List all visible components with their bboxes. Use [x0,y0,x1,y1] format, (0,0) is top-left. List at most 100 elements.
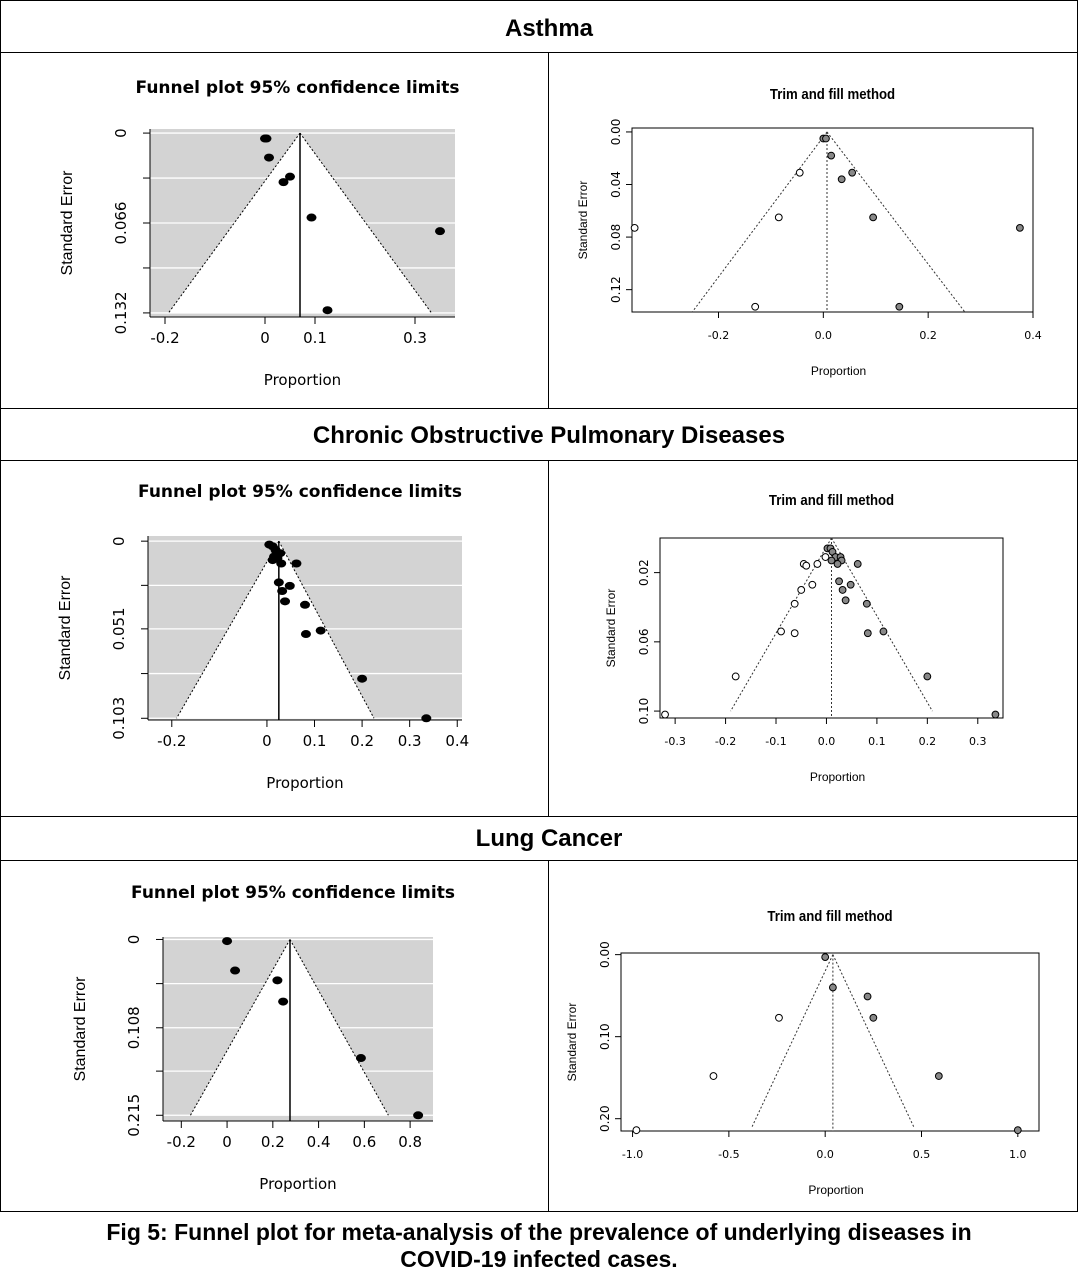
observed-study-point [837,175,846,184]
section-title-asthma: Asthma [505,15,594,42]
observed-study-point [991,710,1000,719]
y-tick-label: 0.00 [609,119,623,146]
observed-study-point [827,556,836,565]
study-point [230,966,241,975]
x-tick-label: 0.2 [350,732,374,750]
x-tick-label: -0.2 [167,1133,196,1151]
x-tick-label: 0.5 [913,1148,931,1161]
study-point [277,587,288,596]
y-axis-label: Standard Error [576,181,590,260]
x-axis-label: Proportion [808,1183,863,1197]
observed-study-point [1015,223,1024,232]
funnel-limit-left [168,132,301,314]
trim-fill-plot-1: Trim and fill method 0.02 0.06 0.10 -0.3 -0.2… [604,491,1004,784]
imputed-study-point [632,1126,641,1135]
imputed-study-point [790,629,799,638]
x-axis-label: Proportion [266,774,343,792]
observed-study-point [863,992,872,1001]
imputed-study-point [709,1072,718,1080]
funnel-region [176,541,374,719]
plot-box [631,127,1034,313]
y-tick-label: 0.04 [609,171,623,198]
study-point [276,559,287,568]
y-tick-label: 0.02 [637,559,651,586]
imputed-study-point [802,561,811,570]
observed-study-point [833,560,842,568]
x-tick-label: -0.2 [157,732,186,750]
y-tick-label: 0.132 [112,291,130,334]
x-tick-label: 0.4 [307,1133,331,1151]
imputed-study-point [797,586,806,594]
x-axis-label: Proportion [810,770,865,784]
y-tick-label: 0.066 [112,202,130,245]
x-tick-label: 0.2 [919,735,937,748]
imputed-study-point [813,560,822,568]
x-axis-label: Proportion [811,364,866,378]
x-tick-label: 1.0 [1009,1148,1027,1161]
study-point [280,597,291,606]
observed-study-point [848,168,857,177]
y-tick-label: 0.108 [125,1006,143,1049]
study-point [413,1111,424,1120]
observed-study-point [841,596,850,605]
study-point [285,172,295,181]
observed-study-point [853,560,862,568]
funnel-limit-left [751,954,834,1128]
y-axis-label: Standard Error [57,575,74,681]
observed-study-point [862,599,871,608]
study-point [421,714,432,723]
x-tick-label: -0.3 [664,735,685,748]
y-axis-label: Standard Error [72,976,89,1082]
observed-study-point [846,580,855,589]
observed-study-point [822,134,830,143]
imputed-study-point [774,213,783,222]
funnel-limit-left [190,939,291,1116]
imputed-study-point [661,710,669,719]
y-tick-label: 0.06 [637,628,651,655]
observed-study-point [879,627,888,636]
study-point [300,630,311,639]
imputed-study-point [821,553,830,561]
study-point [222,937,233,946]
observed-study-point [863,629,872,638]
observed-study-point [923,672,932,681]
chart-title: Funnel plot 95% confidence limits [138,482,462,502]
funnel-plot-0: Funnel plot 95% confidence limits 0 0.066 0… [59,78,459,389]
chart-title: Trim and fill method [767,907,892,924]
imputed-study-point [795,168,804,177]
x-tick-label: -0.2 [715,735,736,748]
y-tick-label: 0.20 [598,1105,612,1132]
funnel-limit-right [831,537,933,712]
observed-study-point [827,151,836,160]
y-axis-label: Standard Error [59,170,76,276]
study-point [355,1054,366,1063]
chart-title: Trim and fill method [770,85,895,102]
study-point [306,213,317,222]
x-tick-label: 0.2 [261,1133,285,1151]
funnel-limit-right [299,132,432,314]
y-axis-label: Standard Error [604,589,618,668]
funnel-plot-1: Funnel plot 95% confidence limits 0 0.051 0… [57,482,469,792]
y-axis-label: Standard Error [565,1003,579,1082]
caption-line-2: COVID-19 infected cases. [400,1246,677,1272]
y-tick-label: 0.10 [598,1023,612,1050]
x-tick-label: 0.4 [1024,329,1042,342]
x-tick-label: 0.0 [818,735,836,748]
study-point [278,178,289,187]
funnel-plot-2: Funnel plot 95% confidence limits 0 0.108 0… [72,883,455,1193]
study-point [315,626,326,635]
y-tick-label: 0 [112,128,130,138]
y-tick-label: 0.051 [110,607,128,650]
x-tick-label: 0.1 [303,329,327,347]
study-point [273,578,284,587]
study-point [267,556,278,565]
observed-study-point [1013,1126,1022,1135]
x-axis-label: Proportion [264,371,341,389]
x-tick-label: 0.1 [868,735,886,748]
section-title-copd: Chronic Obstructive Pulmonary Diseases [313,422,785,449]
observed-study-point [869,1013,878,1022]
imputed-study-point [731,672,740,681]
y-tick-label: 0.103 [110,697,128,740]
y-tick-label: 0 [110,536,128,546]
y-tick-label: 0.08 [609,224,623,251]
